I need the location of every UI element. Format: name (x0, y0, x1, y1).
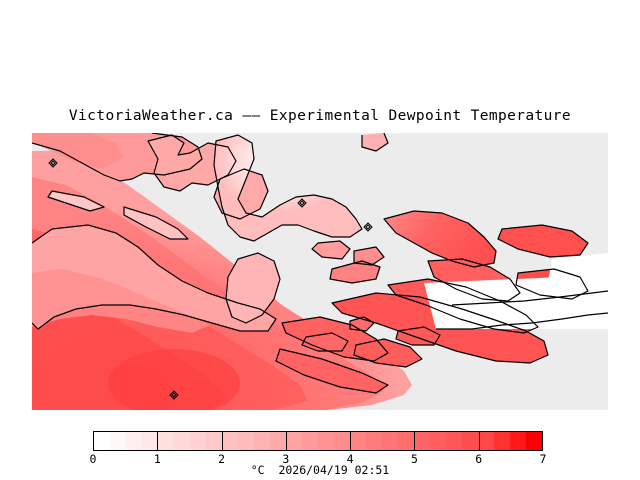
land-mid-islet-b (354, 247, 384, 265)
colorbar-swatch (318, 432, 334, 450)
colorbar-swatch (94, 432, 110, 450)
coastline-layer (32, 133, 608, 394)
colorbar-swatch (494, 432, 510, 450)
land-north-islands (148, 135, 236, 191)
colorbar-tick (479, 431, 480, 451)
colorbar-tick-label: 2 (218, 452, 226, 466)
colorbar-tick-labels: 0 1 2 3 4 5 6 7 (0, 452, 640, 466)
colorbar-swatch (302, 432, 318, 450)
colorbar-swatch (446, 432, 462, 450)
land-south-islet-d (396, 327, 440, 345)
colorbar-swatch (206, 432, 222, 450)
land-northeast-islet (362, 133, 388, 151)
colorbar-swatch (462, 432, 478, 450)
station-marker[interactable] (169, 390, 179, 400)
land-vi-nw-shade (32, 133, 124, 169)
station-marker[interactable] (48, 158, 58, 168)
colorbar-tick-label: 3 (282, 452, 290, 466)
colorbar-swatch (478, 432, 494, 450)
contour-map[interactable] (32, 133, 608, 410)
colorbar-swatch (142, 432, 158, 450)
land-thin-islet-b (124, 207, 188, 239)
station-marker-layer[interactable] (48, 158, 373, 400)
colorbar-swatch (398, 432, 414, 450)
colorbar-swatch (430, 432, 446, 450)
colorbar-swatch (174, 432, 190, 450)
colorbar-swatch (414, 432, 430, 450)
colorbar-tick (286, 431, 287, 451)
page-title: VictoriaWeather.ca —— Experimental Dewpo… (68, 108, 572, 124)
colorbar-tick (222, 431, 223, 451)
colorbar-swatch (366, 432, 382, 450)
land-peninsula-south (226, 253, 280, 323)
station-marker[interactable] (297, 198, 307, 208)
colorbar-tick-label: 6 (475, 452, 483, 466)
land-gulf-islands-east (384, 211, 496, 267)
contour-maximum-core (108, 349, 240, 410)
colorbar-tick (157, 431, 158, 451)
land-south-islet-a (302, 333, 348, 351)
colorbar-swatch (510, 432, 526, 450)
colorbar-tick-label: 1 (153, 452, 161, 466)
station-marker[interactable] (363, 222, 373, 232)
colorbar-swatch (126, 432, 142, 450)
colorbar-tick-label: 0 (89, 452, 97, 466)
colorbar-swatch (254, 432, 270, 450)
colorbar-tick-label: 4 (346, 452, 354, 466)
colorbar-swatch (350, 432, 366, 450)
colorbar-swatch (270, 432, 286, 450)
colorbar-tick-label: 5 (410, 452, 418, 466)
colorbar-swatch (286, 432, 302, 450)
colorbar-gradient (93, 431, 543, 451)
land-east-fringe (498, 225, 588, 257)
colorbar-swatch (222, 432, 238, 450)
colorbar-tick-label: 7 (539, 452, 547, 466)
colorbar-swatch (158, 432, 174, 450)
colorbar-swatch (190, 432, 206, 450)
colorbar-tick (350, 431, 351, 451)
land-thin-islet-a (48, 191, 104, 211)
colorbar-swatch (238, 432, 254, 450)
colorbar-swatch (382, 432, 398, 450)
map-panel[interactable] (32, 133, 608, 410)
land-mid-islet-a (312, 241, 350, 259)
colorbar-swatch (110, 432, 126, 450)
land-southern-vi-warm (32, 269, 210, 333)
colorbar[interactable] (93, 431, 543, 451)
land-south-islet-c (276, 349, 388, 393)
colorbar-caption: °C 2026/04/19 02:51 (250, 463, 390, 477)
colorbar-swatch (526, 432, 542, 450)
colorbar-ticks (93, 431, 543, 451)
colorbar-tick (414, 431, 415, 451)
colorbar-swatch (334, 432, 350, 450)
